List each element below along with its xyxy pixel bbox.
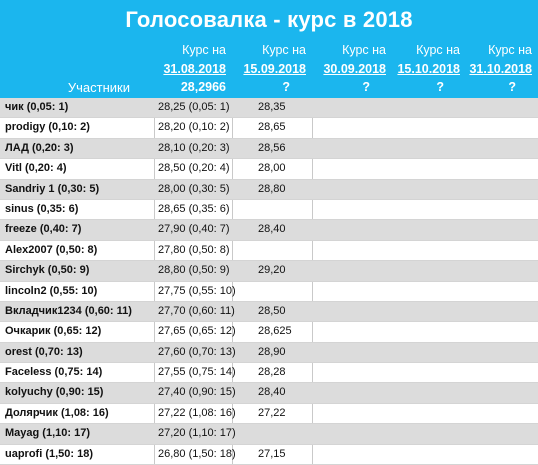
forecast-15-09: 27,15 <box>258 447 286 460</box>
forecast-15-09: 29,20 <box>258 264 286 277</box>
table-row[interactable]: Очкарик (0,65: 12) 27,65 (0,65: 12) 28,625 <box>0 322 538 343</box>
participant-name: Вкладчик1234 (0,60: 11) <box>5 304 132 317</box>
participant-name: Sirchyk (0,50: 9) <box>5 264 90 277</box>
forecast-15-09: 27,22 <box>258 406 286 419</box>
participant-name: Alex2007 (0,50: 8) <box>5 243 98 256</box>
participant-name: Долярчик (1,08: 16) <box>5 406 109 419</box>
participant-name: ЛАД (0,20: 3) <box>5 141 74 154</box>
column-header-4-line1: Курс на <box>416 43 460 57</box>
column-header-3: Курс на 30.09.2018 ? <box>312 40 392 98</box>
forecast-31-08: 28,25 (0,05: 1) <box>158 101 230 113</box>
column-header-4: Курс на 15.10.2018 ? <box>392 40 466 98</box>
participant-name: freeze (0,40: 7) <box>5 223 82 236</box>
column-header-1-rate: 28,2966 <box>180 80 226 94</box>
table-row[interactable]: Alex2007 (0,50: 8) 27,80 (0,50: 8) <box>0 241 538 262</box>
table-row[interactable]: prodigy (0,10: 2) 28,20 (0,10: 2) 28,65 <box>0 118 538 139</box>
forecast-15-09: 28,50 <box>258 304 286 317</box>
forecast-15-09: 28,28 <box>258 366 286 379</box>
column-header-1-line1: Курс на <box>182 43 226 57</box>
forecast-15-09: 28,56 <box>258 141 286 154</box>
table-row[interactable]: uaprofi (1,50: 18) 26,80 (1,50: 18) 27,15 <box>0 445 538 465</box>
participant-name: orest (0,70: 13) <box>5 345 83 358</box>
forecast-31-08: 27,40 (0,90: 15) <box>158 386 236 399</box>
participant-name: prodigy (0,10: 2) <box>5 121 90 134</box>
forecast-31-08: 27,22 (1,08: 16) <box>158 406 236 419</box>
forecast-15-09: 28,40 <box>258 223 286 236</box>
column-header-1: Курс на 31.08.2018 28,2966 <box>154 40 232 98</box>
forecast-15-09: 28,00 <box>258 162 286 175</box>
table-row[interactable]: Mayag (1,10: 17) 27,20 (1,10: 17) <box>0 424 538 445</box>
forecast-15-09: 28,65 <box>258 121 286 134</box>
column-header-4-rate: ? <box>436 80 444 94</box>
forecast-31-08: 28,20 (0,10: 2) <box>158 121 230 134</box>
participants-table: чик (0,05: 1) 28,25 (0,05: 1) 28,35 prodig… <box>0 98 538 465</box>
column-header-3-date: 30.09.2018 <box>323 62 386 76</box>
table-row[interactable]: Долярчик (1,08: 16) 27,22 (1,08: 16) 27,22 <box>0 404 538 425</box>
table-row[interactable]: orest (0,70: 13) 27,60 (0,70: 13) 28,90 <box>0 342 538 364</box>
header-row: Участники Курс на 31.08.2018 28,2966 Кур… <box>0 40 538 98</box>
table-row[interactable]: freeze (0,40: 7) 27,90 (0,40: 7) 28,40 <box>0 220 538 241</box>
participants-header: Участники <box>0 40 154 98</box>
forecast-31-08: 28,50 (0,20: 4) <box>158 162 230 175</box>
participant-name: Очкарик (0,65: 12) <box>5 325 102 338</box>
column-header-2-date: 15.09.2018 <box>243 62 306 76</box>
forecast-31-08: 28,10 (0,20: 3) <box>158 141 230 154</box>
column-header-2-line1: Курс на <box>262 43 306 57</box>
table-row[interactable]: Sandriy 1 (0,30: 5) 28,00 (0,30: 5) 28,80 <box>0 179 538 200</box>
table-row[interactable]: sinus (0,35: 6) 28,65 (0,35: 6) <box>0 200 538 221</box>
column-header-1-date: 31.08.2018 <box>163 62 226 76</box>
column-header-5-line1: Курс на <box>488 43 532 57</box>
column-header-3-rate: ? <box>362 80 370 94</box>
participant-name: Vitl (0,20: 4) <box>5 162 67 175</box>
table-row[interactable]: lincoln2 (0,55: 10) 27,75 (0,55: 10) <box>0 282 538 302</box>
forecast-31-08: 27,70 (0,60: 11) <box>158 304 235 317</box>
table-row[interactable]: Вкладчик1234 (0,60: 11) 27,70 (0,60: 11) 2… <box>0 301 538 323</box>
column-header-5-date: 31.10.2018 <box>469 62 532 76</box>
forecast-15-09: 28,35 <box>258 101 286 113</box>
column-header-4-date: 15.10.2018 <box>397 62 460 76</box>
forecast-31-08: 27,90 (0,40: 7) <box>158 223 230 236</box>
column-header-2: Курс на 15.09.2018 ? <box>232 40 312 98</box>
forecast-31-08: 27,60 (0,70: 13) <box>158 345 236 358</box>
forecast-15-09: 28,80 <box>258 182 286 195</box>
table-row[interactable]: чик (0,05: 1) 28,25 (0,05: 1) 28,35 <box>0 98 538 119</box>
forecast-31-08: 28,65 (0,35: 6) <box>158 202 230 215</box>
table-row[interactable]: Sirchyk (0,50: 9) 28,80 (0,50: 9) 29,20 <box>0 261 538 282</box>
column-header-2-rate: ? <box>282 80 290 94</box>
participant-name: Faceless (0,75: 14) <box>5 366 103 379</box>
column-header-5-rate: ? <box>508 80 516 94</box>
forecast-15-09: 28,40 <box>258 386 286 399</box>
forecast-15-09: 28,625 <box>258 325 292 338</box>
participant-name: Mayag (1,10: 17) <box>5 427 90 440</box>
forecast-31-08: 27,55 (0,75: 14) <box>158 366 236 379</box>
participant-name: чик (0,05: 1) <box>5 101 69 113</box>
forecast-31-08: 27,80 (0,50: 8) <box>158 243 230 256</box>
forecast-31-08: 27,20 (1,10: 17) <box>158 427 236 440</box>
participant-name: uaprofi (1,50: 18) <box>5 447 94 460</box>
forecast-31-08: 27,75 (0,55: 10) <box>158 284 236 297</box>
participant-name: kolyuchy (0,90: 15) <box>5 386 104 399</box>
table-row[interactable]: Vitl (0,20: 4) 28,50 (0,20: 4) 28,00 <box>0 159 538 180</box>
forecast-31-08: 28,80 (0,50: 9) <box>158 264 230 277</box>
table-row[interactable]: ЛАД (0,20: 3) 28,10 (0,20: 3) 28,56 <box>0 138 538 160</box>
participants-label: Участники <box>67 80 130 95</box>
column-header-3-line1: Курс на <box>342 43 386 57</box>
participant-name: lincoln2 (0,55: 10) <box>5 284 98 297</box>
table-row[interactable]: Faceless (0,75: 14) 27,55 (0,75: 14) 28,28 <box>0 363 538 384</box>
forecast-15-09: 28,90 <box>258 345 286 358</box>
participant-name: sinus (0,35: 6) <box>5 202 79 215</box>
table-row[interactable]: kolyuchy (0,90: 15) 27,40 (0,90: 15) 28,40 <box>0 383 538 404</box>
forecast-31-08: 28,00 (0,30: 5) <box>158 182 230 195</box>
participant-name: Sandriy 1 (0,30: 5) <box>5 182 100 195</box>
column-header-5: Курс на 31.10.2018 ? <box>466 40 538 98</box>
forecast-31-08: 27,65 (0,65: 12) <box>158 325 236 338</box>
forecast-31-08: 26,80 (1,50: 18) <box>158 447 236 460</box>
sheet-title: Голосовалка - курс в 2018 <box>0 0 538 41</box>
